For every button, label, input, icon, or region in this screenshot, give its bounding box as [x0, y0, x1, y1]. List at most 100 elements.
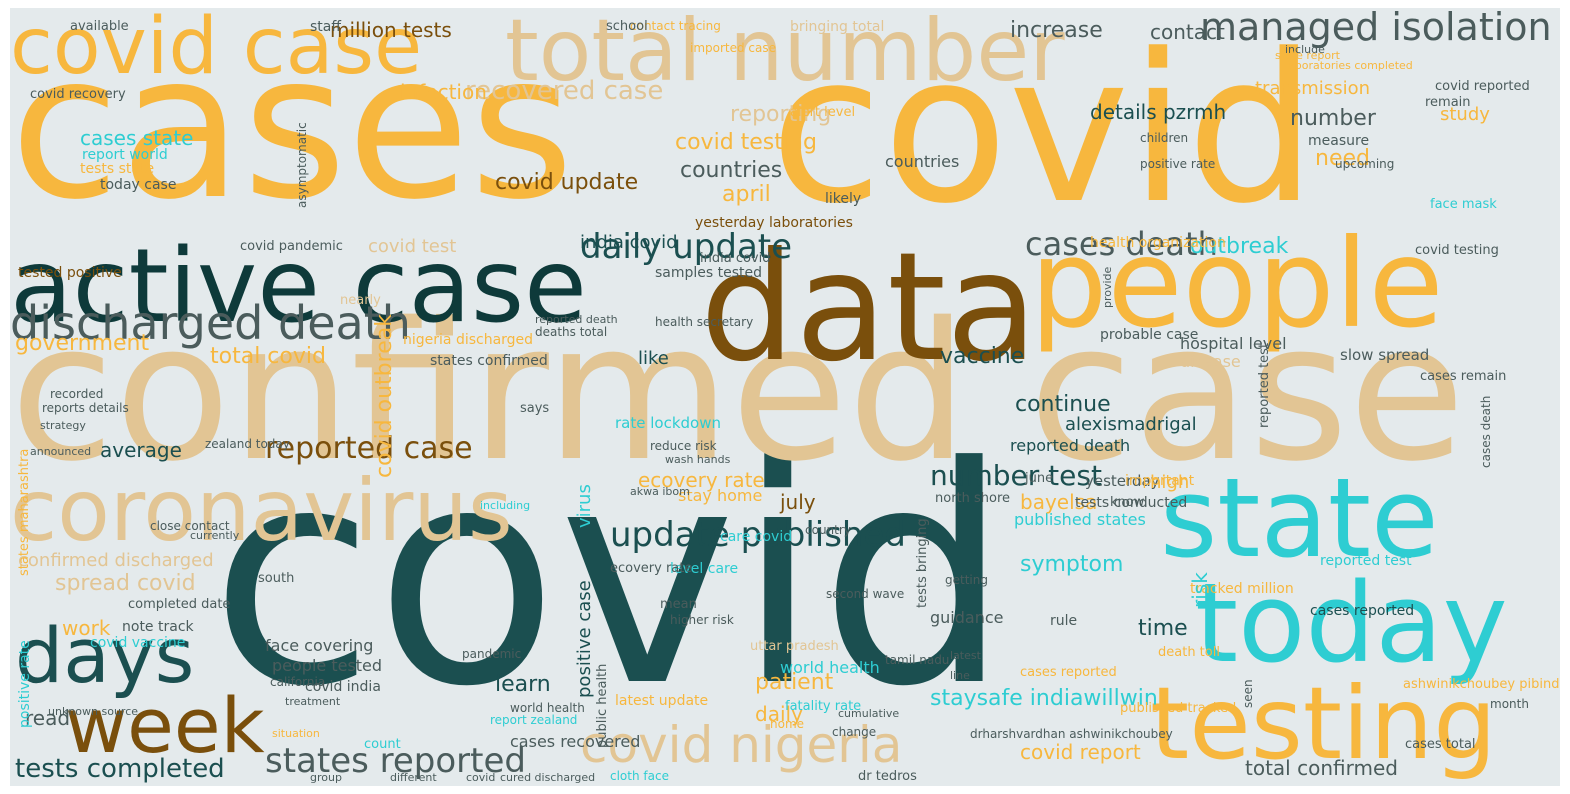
word-july: july	[780, 490, 816, 514]
word-cured-discharged-vertical: positive rate	[17, 640, 33, 728]
word-available: available	[70, 19, 129, 34]
word-tests-state: tests state	[80, 161, 155, 177]
word-total-confirmed: total confirmed	[1245, 756, 1398, 780]
word-alert-level: alert level	[790, 105, 856, 120]
word-reported-test: reported test	[1320, 553, 1412, 569]
word-people-tested: people tested	[272, 656, 383, 675]
word-country-vertical: risk	[1188, 572, 1212, 608]
word-active-case: active case	[10, 227, 587, 346]
word-coronavirus: coronavirus	[10, 461, 513, 561]
word-covid-main: covid	[210, 403, 1010, 752]
word-tests-completed: tests completed	[15, 754, 225, 784]
word-mean: ecovery rate	[610, 561, 693, 576]
word-tests-bringing: second wave	[826, 587, 905, 601]
word-spread-covid: spread covid	[55, 571, 196, 596]
word-cases-remain: cases remain	[1420, 369, 1507, 384]
word-need: need	[1315, 146, 1370, 171]
word-details-pzrmh: details pzrmh	[1090, 100, 1227, 124]
word-positive-rate: children	[1140, 131, 1189, 145]
word-including: rate lockdown	[615, 414, 721, 432]
word-recorded: akwa ibom	[630, 485, 690, 498]
word-outbreak: outbreak	[1190, 234, 1289, 259]
word-guidance: south	[258, 571, 295, 586]
word-covid-pandemic: covid pandemic	[240, 239, 343, 254]
word-state: state	[1160, 454, 1439, 582]
word-public-health: uttar pradesh	[750, 639, 839, 654]
word-reported-test-vertical: provide	[1101, 266, 1114, 308]
word-health-secretary: upcoming	[1335, 157, 1395, 171]
word-symptom: symptom	[1020, 552, 1124, 577]
word-patient: patient	[755, 670, 834, 695]
word-continue: continue	[1015, 392, 1111, 417]
word-care-covid: june	[1025, 471, 1054, 486]
word-covid-report: covid report	[1020, 740, 1141, 764]
word-positive-case-vertical: cases death	[1479, 395, 1493, 468]
word-cases-recovered: cases recovered	[510, 732, 641, 751]
word-laboratories-completed: laboratories completed	[1285, 59, 1413, 72]
word-covid-top: covid	[770, 11, 1317, 249]
word-data: data	[700, 221, 1038, 395]
word-covid-update: covid update	[495, 170, 639, 195]
word-home: covid	[466, 771, 496, 784]
word-vaccine: vaccine	[940, 344, 1025, 369]
word-latest: getting	[945, 573, 988, 587]
word-children: likely	[825, 191, 862, 207]
word-million-tests: million tests	[330, 18, 452, 42]
word-nigeria-discharged: nigeria discharged	[403, 332, 534, 348]
word-south: care covid	[720, 529, 793, 545]
word-report-world: report world	[82, 147, 168, 163]
word-average: average	[100, 438, 182, 462]
word-staff: staff	[310, 19, 342, 35]
word-discharged-death: discharged death	[10, 296, 411, 350]
word-dr-tedros: fatality rate	[785, 699, 862, 714]
word-time: time	[1138, 616, 1188, 641]
word-latest-update: cured discharged	[500, 771, 596, 784]
word-cases-death-vertical: asymptomatic	[295, 122, 309, 208]
word-india-covid: india covid	[580, 232, 678, 253]
word-change: count	[364, 737, 401, 752]
word-cloth-face: death toll	[1158, 645, 1220, 660]
word-high: bayelsa	[1020, 490, 1098, 514]
word-covid-testing: covid testing	[675, 130, 817, 155]
word-world-health-vertical: reported test	[1257, 342, 1272, 428]
word-today: today	[1195, 559, 1508, 687]
word-cases-state: cases state	[80, 126, 194, 150]
word-line-vertical: tests bringing	[915, 518, 930, 608]
word-cases-total: cloth face	[610, 769, 669, 783]
word-akwa-ibom: says	[520, 401, 550, 416]
word-working: home	[770, 717, 805, 731]
word-published-tracked: published tracked	[1120, 701, 1237, 716]
word-covid-outbreak: drharshvardhan ashwinikchoubey	[970, 727, 1173, 741]
word-north-shore: recorded	[50, 387, 104, 401]
word-nearly: hospital level	[1180, 334, 1287, 353]
word-published-states: published states	[1014, 510, 1146, 529]
word-measure: measure	[1308, 133, 1370, 149]
word-death: latest update	[615, 693, 709, 709]
word-covid-case: covid case	[10, 8, 423, 92]
word-covid-recovery: covid recovery	[30, 87, 126, 102]
word-june: important	[1125, 473, 1195, 489]
word-states-reported: states reported	[265, 741, 526, 781]
word-note-track: note track	[122, 619, 194, 635]
word-update-published: update published	[610, 515, 906, 555]
word-different: cumulative	[838, 707, 900, 720]
word-zealand-today: strategy	[40, 419, 86, 432]
word-ecovery-rate-vertical: virus	[574, 484, 595, 528]
word-study: study	[1440, 104, 1490, 125]
word-covid-india: covid india	[305, 679, 381, 695]
word-says: disease	[1180, 352, 1241, 371]
word-month: dr tedros	[858, 769, 917, 784]
word-yesterday: zealand today	[205, 437, 290, 451]
word-rule: mean	[660, 597, 697, 612]
word-reports-details: including	[480, 499, 531, 512]
word-reported-death: reported death	[1010, 436, 1131, 455]
word-likely: countries	[885, 152, 960, 171]
word-cases: cases	[10, 11, 574, 244]
word-bringing-total: bringing total	[790, 19, 885, 35]
word-tamil-nadu: line	[950, 669, 970, 682]
word-managed-isolation: managed isolation	[1200, 8, 1552, 49]
word-report-zealand: tamil nadu	[885, 653, 950, 667]
word-remain: remain	[1425, 95, 1471, 110]
word-stay-home: stay home	[678, 486, 763, 505]
word-situation: change	[832, 725, 877, 739]
